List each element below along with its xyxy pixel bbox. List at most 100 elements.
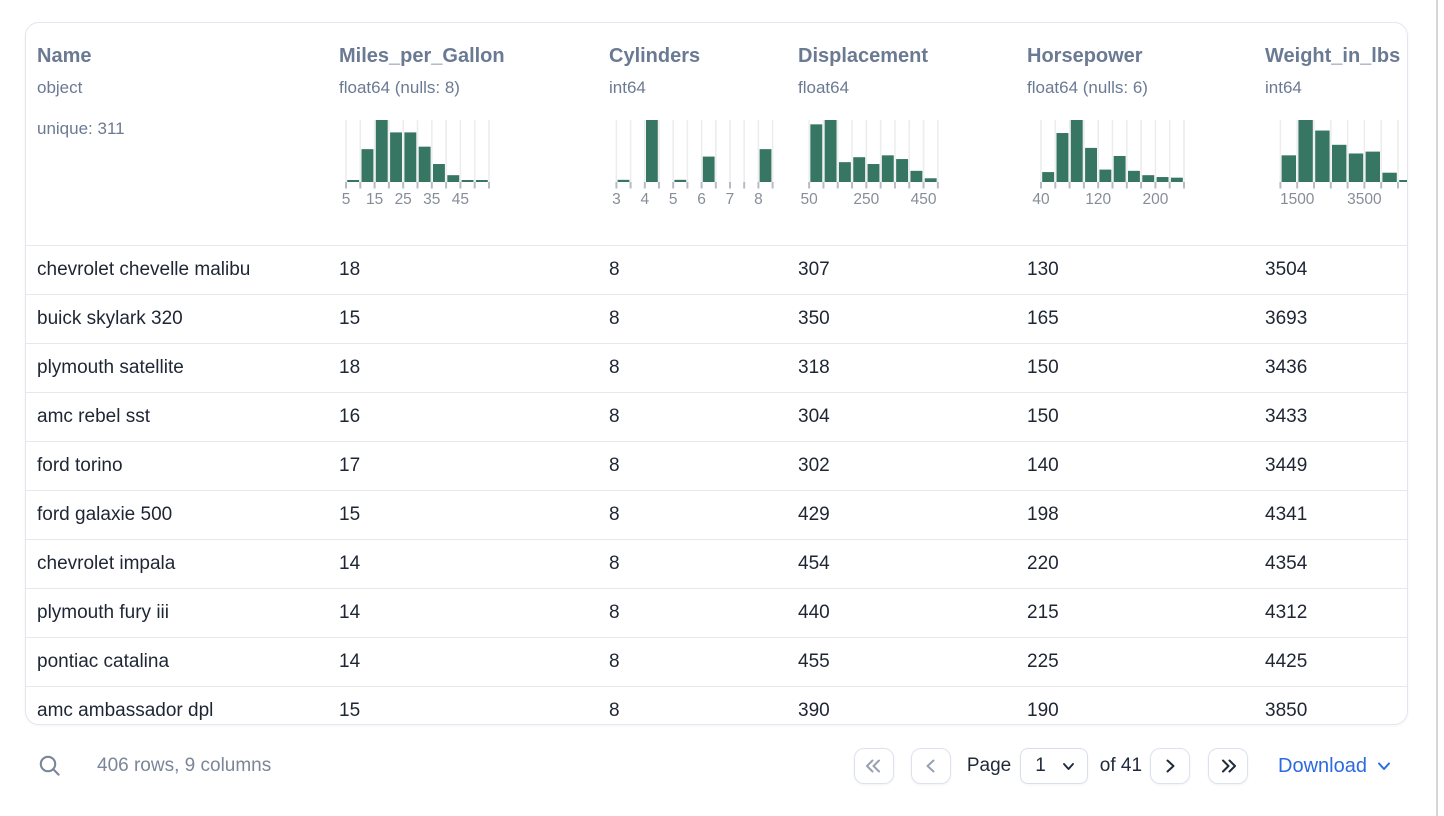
cell: 390 bbox=[798, 700, 830, 721]
column-type: float64 (nulls: 8) bbox=[339, 78, 460, 97]
cell: 4425 bbox=[1265, 651, 1308, 672]
cell: 455 bbox=[798, 651, 830, 672]
pagination-last-button[interactable] bbox=[1208, 748, 1249, 784]
cell: 4341 bbox=[1265, 504, 1308, 525]
column-header-row: Name object unique: 311 Miles_per_Gallon flo… bbox=[26, 23, 1407, 246]
cell: 140 bbox=[1027, 455, 1059, 476]
cell: 8 bbox=[609, 700, 620, 721]
table-body: chevrolet chevelle malibu 18 8 307 130 3504 bu… bbox=[26, 246, 1407, 724]
row-count-summary: 406 rows, 9 columns bbox=[97, 755, 272, 776]
svg-text:25: 25 bbox=[395, 191, 412, 208]
cell: chevrolet impala bbox=[37, 553, 176, 574]
cell: 8 bbox=[609, 455, 620, 476]
column-name: Name bbox=[37, 45, 92, 67]
column-name: Cylinders bbox=[609, 45, 701, 67]
column-header-miles_per_gallon[interactable]: Miles_per_Gallon float64 (nulls: 8) 5 15 25 3… bbox=[339, 43, 609, 245]
column-unique-count: unique: 311 bbox=[37, 119, 125, 138]
table-row[interactable]: amc ambassador dpl 15 8 390 190 3850 bbox=[26, 686, 1407, 724]
column-header-displacement[interactable]: Displacement float64 50 250 450 bbox=[798, 43, 1027, 245]
cell: plymouth satellite bbox=[37, 357, 184, 378]
column-type: int64 bbox=[1265, 78, 1302, 97]
svg-text:3500: 3500 bbox=[1347, 191, 1382, 208]
cell: 15 bbox=[339, 700, 361, 721]
column-type: float64 bbox=[798, 78, 850, 97]
cell: 350 bbox=[798, 308, 830, 329]
cell: 14 bbox=[339, 553, 361, 574]
table-row[interactable]: chevrolet chevelle malibu 18 8 307 130 3504 bbox=[26, 246, 1407, 294]
chevron-right-icon bbox=[1166, 759, 1175, 773]
cell: 15 bbox=[339, 308, 361, 329]
download-label: Download bbox=[1278, 754, 1367, 777]
cell: 3436 bbox=[1265, 357, 1308, 378]
svg-text:5: 5 bbox=[342, 191, 351, 208]
column-type: float64 (nulls: 6) bbox=[1027, 78, 1148, 97]
cell: 8 bbox=[609, 406, 620, 427]
pagination-prev-button[interactable] bbox=[910, 748, 951, 784]
page-total-label: of 41 bbox=[1099, 755, 1143, 776]
table-row[interactable]: ford torino 17 8 302 140 3449 bbox=[26, 441, 1407, 490]
search-icon bbox=[39, 755, 60, 776]
cell: 307 bbox=[798, 259, 830, 280]
cell: 220 bbox=[1027, 553, 1059, 574]
pagination-first-button[interactable] bbox=[853, 748, 894, 784]
cell: 14 bbox=[339, 651, 361, 672]
cell: 18 bbox=[339, 357, 361, 378]
pagination-next-button[interactable] bbox=[1150, 748, 1191, 784]
table-row[interactable]: pontiac catalina 14 8 455 225 4425 bbox=[26, 637, 1407, 686]
cell: 8 bbox=[609, 308, 620, 329]
svg-text:35: 35 bbox=[423, 191, 440, 208]
cell: 198 bbox=[1027, 504, 1059, 525]
cell: 440 bbox=[798, 602, 830, 623]
table-row[interactable]: plymouth satellite 18 8 318 150 3436 bbox=[26, 343, 1407, 392]
cell: 18 bbox=[339, 259, 361, 280]
download-button[interactable]: Download bbox=[1278, 755, 1392, 778]
table-row[interactable]: buick skylark 320 15 8 350 165 3693 bbox=[26, 294, 1407, 343]
cell: 302 bbox=[798, 455, 830, 476]
cell: pontiac catalina bbox=[37, 651, 170, 672]
page-select-value: 1 bbox=[1035, 755, 1046, 776]
svg-text:200: 200 bbox=[1142, 191, 1168, 208]
svg-text:250: 250 bbox=[853, 191, 879, 208]
page-select[interactable]: 1 bbox=[1020, 748, 1088, 784]
column-header-cylinders[interactable]: Cylinders int64 3 4 5 6 7 8 bbox=[609, 43, 798, 245]
cell: chevrolet chevelle malibu bbox=[37, 259, 251, 280]
svg-text:15: 15 bbox=[366, 191, 383, 208]
histogram-weight_in_lbs: 150035005500 bbox=[1279, 120, 1407, 208]
svg-text:8: 8 bbox=[754, 191, 763, 208]
svg-text:7: 7 bbox=[726, 191, 735, 208]
cell: 4312 bbox=[1265, 602, 1308, 623]
search-button[interactable] bbox=[37, 753, 63, 779]
cell: 15 bbox=[339, 504, 361, 525]
chevron-down-icon bbox=[1378, 762, 1390, 770]
table-row[interactable]: plymouth fury iii 14 8 440 215 4312 bbox=[26, 588, 1407, 637]
cell: 304 bbox=[798, 406, 830, 427]
cell: 150 bbox=[1027, 406, 1059, 427]
svg-text:40: 40 bbox=[1032, 191, 1050, 208]
cell: 150 bbox=[1027, 357, 1059, 378]
chevrons-right-icon bbox=[1221, 759, 1236, 773]
pagination: Page 1 of 41 Download bbox=[853, 748, 1392, 784]
svg-text:3: 3 bbox=[612, 191, 621, 208]
svg-text:6: 6 bbox=[697, 191, 706, 208]
column-name: Horsepower bbox=[1027, 45, 1143, 67]
svg-text:4: 4 bbox=[640, 191, 649, 208]
histogram-horsepower: 40 120 200 bbox=[1032, 120, 1185, 208]
cell: 8 bbox=[609, 651, 620, 672]
chevron-down-icon bbox=[1062, 762, 1074, 770]
cell: amc ambassador dpl bbox=[37, 700, 214, 721]
column-header-weight_in_lbs[interactable]: Weight_in_lbsint64150035005500 bbox=[1265, 43, 1407, 245]
cell: 3693 bbox=[1265, 308, 1308, 329]
cell: 225 bbox=[1027, 651, 1059, 672]
table-row[interactable]: ford galaxie 500 15 8 429 198 4341 bbox=[26, 490, 1407, 539]
cell: 8 bbox=[609, 357, 620, 378]
cell: 8 bbox=[609, 504, 620, 525]
table-row[interactable]: amc rebel sst 16 8 304 150 3433 bbox=[26, 392, 1407, 441]
column-header-name[interactable]: Name object unique: 311 bbox=[37, 43, 339, 245]
table-row[interactable]: chevrolet impala 14 8 454 220 4354 bbox=[26, 539, 1407, 588]
cell: 17 bbox=[339, 455, 361, 476]
cell: 429 bbox=[798, 504, 830, 525]
cell: 454 bbox=[798, 553, 830, 574]
column-header-horsepower[interactable]: Horsepower float64 (nulls: 6) 40 120 200 bbox=[1027, 43, 1265, 245]
cell: 8 bbox=[609, 259, 620, 280]
cell: 318 bbox=[798, 357, 830, 378]
